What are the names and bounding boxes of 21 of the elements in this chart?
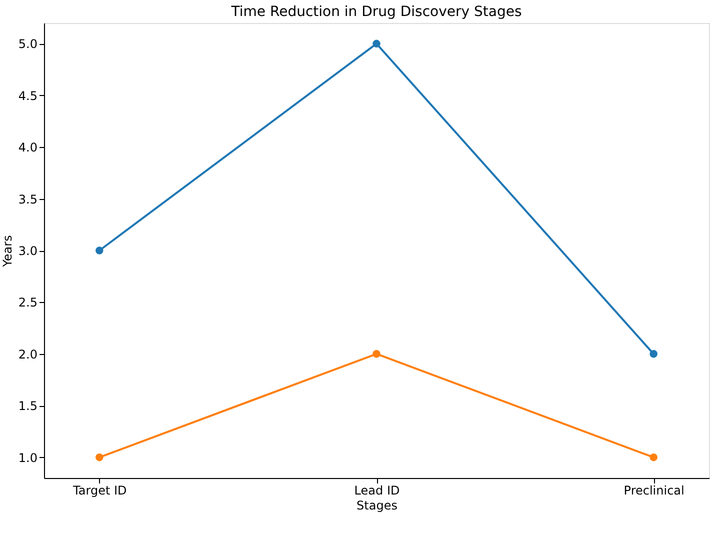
y-axis-title: Years (0, 235, 14, 268)
point (96, 246, 104, 254)
y-tick-label: 3.5 (18, 192, 38, 206)
point (96, 453, 104, 462)
y-tick-label: 5.0 (18, 37, 38, 52)
point (650, 350, 658, 358)
y-tick-label: 1.5 (18, 399, 38, 414)
x-tick-label: Target ID (72, 484, 127, 498)
point (650, 453, 658, 462)
chart-title: Time Reduction in Drug Discovery Stages (230, 4, 522, 20)
x-tick-label: Lead ID (354, 484, 400, 498)
y-tick-label: 4.0 (18, 140, 38, 155)
y-tick-label: 4.5 (18, 88, 38, 103)
point (372, 40, 380, 48)
y-tick-label: 3.0 (18, 244, 38, 258)
y-tick-label: 2.5 (18, 296, 38, 310)
point (372, 350, 380, 358)
y-tick-label: 2.0 (18, 347, 38, 362)
x-tick-label: Preclinical (624, 484, 684, 498)
y-tick-label: 1.0 (18, 450, 38, 465)
x-axis-title: Stages (356, 498, 398, 512)
